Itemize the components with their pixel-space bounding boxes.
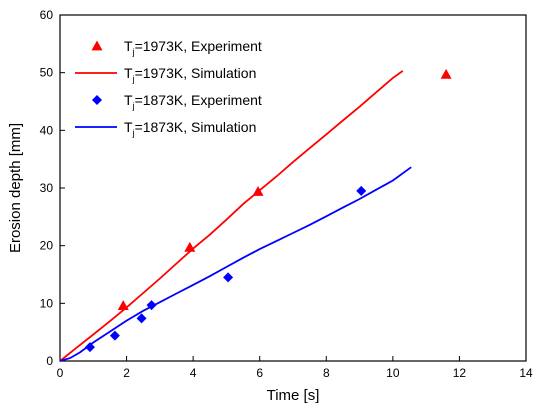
y-tick-label: 20 [40,239,54,253]
legend-label: Tj=1973K, Simulation [124,65,256,84]
series-4 [59,166,412,362]
legend-label: Tj=1873K, Simulation [124,119,256,138]
y-tick-label: 50 [40,66,54,80]
series-2 [59,70,404,362]
legend-marker-swatch [92,95,102,105]
data-point [136,313,147,324]
axis-ticks: 0 2 4 6 8 10 12 14 0 10 20 30 40 50 60 [40,8,533,380]
legend-label-prefix: T [124,38,133,54]
series-layer [59,68,452,362]
y-tick-label: 40 [40,123,54,137]
y-tick-label: 0 [46,354,53,368]
y-tick-label: 30 [40,181,54,195]
legend-label-prefix: T [124,119,133,135]
x-tick-label: 10 [386,366,400,380]
legend-label-suffix: =1873K, Simulation [135,119,257,135]
legend-label-subscript: j [132,101,135,111]
data-point [184,241,196,252]
x-tick-label: 2 [123,366,130,380]
legend-item: Tj=1873K, Simulation [75,119,256,138]
data-point [223,272,234,283]
legend-label-prefix: T [124,92,133,108]
x-tick-label: 4 [190,366,197,380]
legend-item: Tj=1973K, Experiment [91,38,262,57]
y-tick-label: 10 [40,296,54,310]
series-3 [84,185,367,353]
x-tick-label: 6 [256,366,263,380]
legend-label-suffix: =1873K, Experiment [135,92,262,108]
y-axis-title: Erosion depth [mm] [7,123,24,253]
legend-label: Tj=1873K, Experiment [124,92,262,111]
series-line [59,70,404,362]
legend-item: Tj=1973K, Simulation [75,65,256,84]
x-tick-label: 14 [519,366,533,380]
x-tick-label: 12 [453,366,467,380]
data-point [109,330,120,341]
legend-label-subscript: j [132,128,135,138]
legend-label-suffix: =1973K, Experiment [135,38,262,54]
legend-label-suffix: =1973K, Simulation [135,65,257,81]
legend-label-subscript: j [132,47,135,57]
data-point [356,185,367,196]
legend-label: Tj=1973K, Experiment [124,38,262,57]
legend-label-subscript: j [132,74,135,84]
y-tick-label: 60 [40,8,54,22]
data-point [84,342,95,353]
legend-item: Tj=1873K, Experiment [92,92,262,111]
legend-label-prefix: T [124,65,133,81]
series-line [59,166,412,362]
data-point [440,68,452,79]
x-tick-label: 8 [323,366,330,380]
data-point [117,300,129,311]
x-axis-title: Time [s] [267,387,320,404]
legend-marker-swatch [91,40,103,51]
x-tick-label: 0 [57,366,64,380]
